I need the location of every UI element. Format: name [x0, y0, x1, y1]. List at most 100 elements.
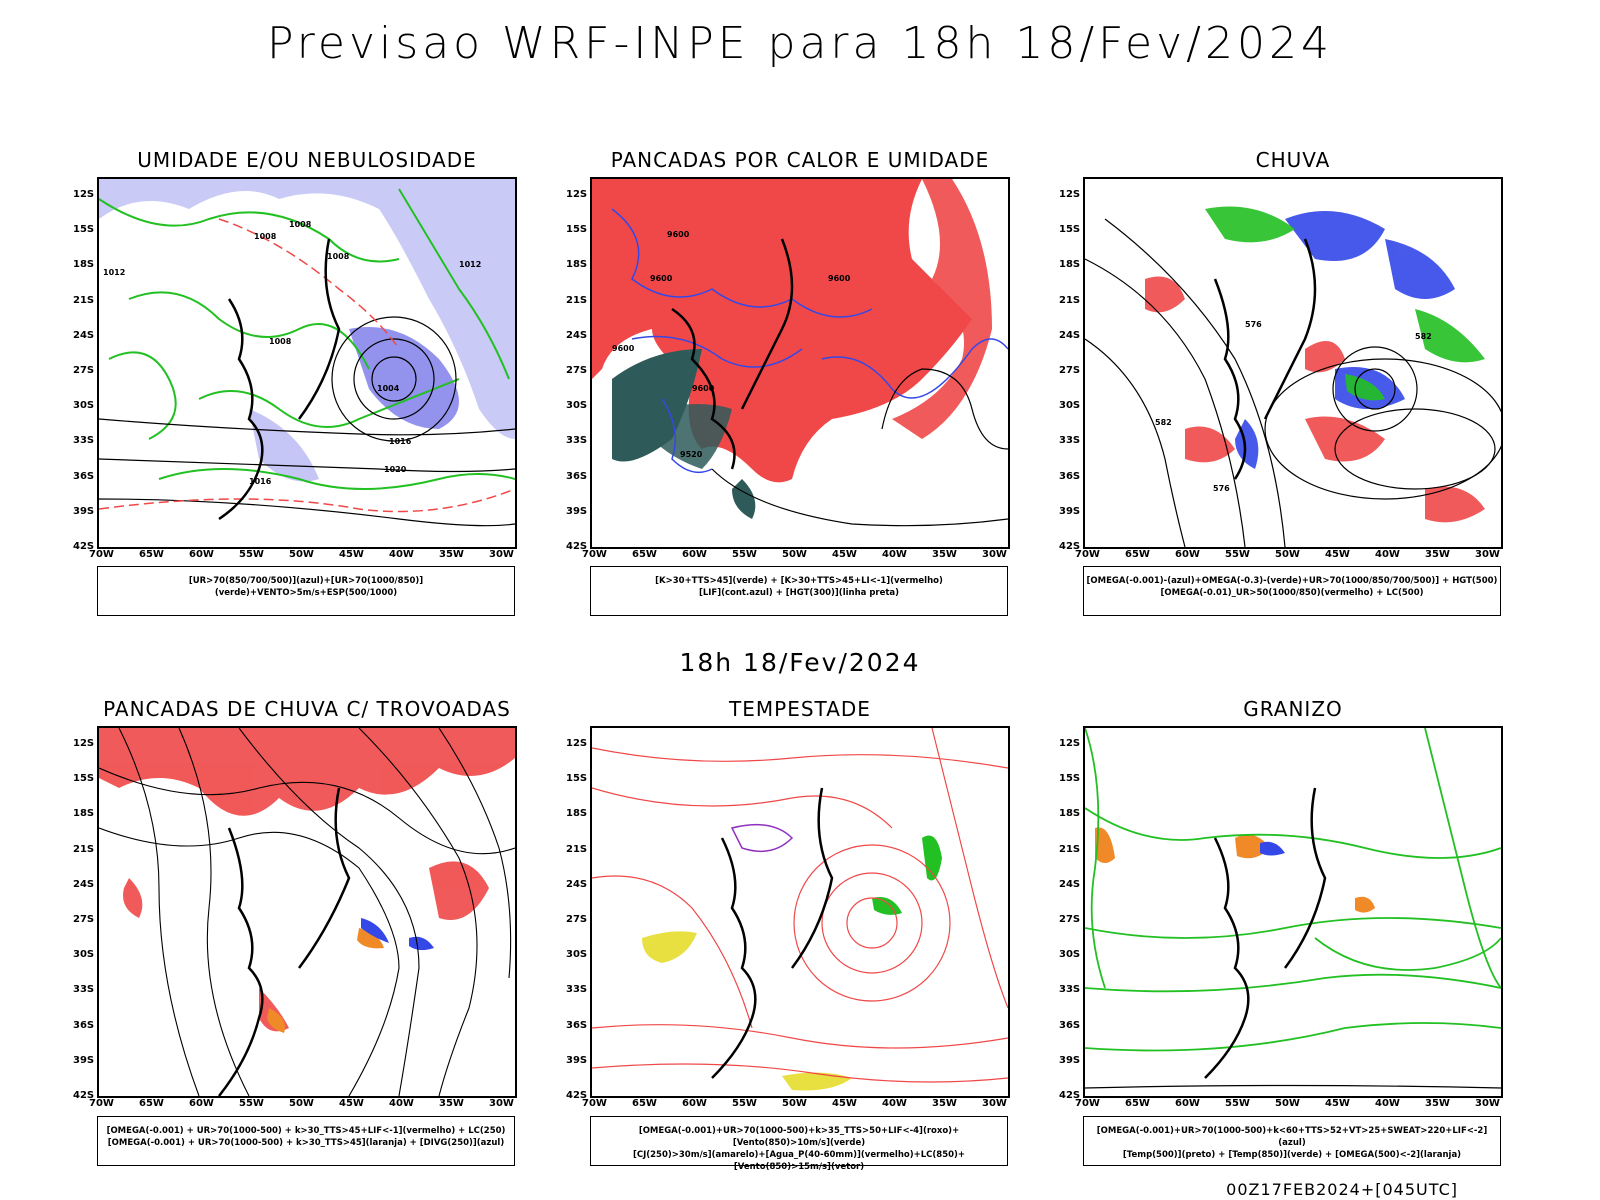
lon-tick-label: 55W — [732, 1098, 757, 1109]
lon-tick-label: 65W — [1125, 1098, 1150, 1109]
lat-tick-label: 18S — [1059, 808, 1081, 820]
lat-tick-label: 24S — [73, 878, 95, 890]
panel-title-umidade: UMIDADE E/OU NEBULOSIDADE — [137, 148, 477, 172]
lon-tick-label: 30W — [1475, 549, 1500, 560]
lat-tick-label: 36S — [1059, 470, 1081, 482]
svg-text:1008: 1008 — [254, 232, 277, 241]
lat-tick-label: 15S — [73, 773, 95, 785]
lon-tick-label: 65W — [1125, 549, 1150, 560]
lat-tick-label: 12S — [566, 189, 588, 200]
lat-tick-label: 21S — [566, 294, 588, 306]
panel-title-tempestade: TEMPESTADE — [729, 697, 871, 721]
lat-tick-label: 12S — [73, 189, 95, 200]
svg-text:1004: 1004 — [377, 384, 400, 393]
lat-tick-label: 36S — [73, 1019, 95, 1031]
svg-text:9600: 9600 — [612, 344, 635, 353]
lat-tick-label: 24S — [566, 878, 588, 890]
lat-tick-label: 42S — [566, 1090, 588, 1101]
lat-tick-label: 27S — [73, 914, 95, 925]
lat-tick-label: 42S — [566, 541, 588, 552]
map-granizo — [1083, 726, 1503, 1098]
lat-tick-label: 30S — [1059, 949, 1081, 961]
lon-tick-label: 60W — [189, 549, 214, 560]
lon-tick-label: 50W — [289, 549, 314, 560]
lon-tick-label: 40W — [1375, 549, 1400, 560]
lon-tick-label: 45W — [339, 549, 364, 560]
lat-tick-label: 18S — [73, 259, 95, 271]
lon-tick-label: 40W — [389, 1098, 414, 1109]
svg-text:1016: 1016 — [389, 437, 412, 446]
lat-tick-label: 24S — [566, 329, 588, 341]
lat-tick-label: 30S — [73, 949, 95, 961]
lat-tick-label: 27S — [1059, 365, 1081, 376]
lat-tick-label: 18S — [1059, 259, 1081, 271]
lat-tick-label: 18S — [566, 259, 588, 271]
svg-text:9600: 9600 — [667, 230, 690, 239]
svg-text:9520: 9520 — [680, 450, 703, 459]
lat-tick-label: 18S — [73, 808, 95, 820]
lon-tick-label: 50W — [1275, 1098, 1300, 1109]
lon-tick-label: 60W — [682, 1098, 707, 1109]
panel-title-pancadas-calor: PANCADAS POR CALOR E UMIDADE — [610, 148, 990, 172]
lon-tick-label: 40W — [882, 549, 907, 560]
panel-title-trovoadas: PANCADAS DE CHUVA C/ TROVOADAS — [103, 697, 511, 721]
panel-title-granizo: GRANIZO — [1243, 697, 1343, 721]
lon-tick-label: 70W — [582, 549, 607, 560]
lat-tick-label: 33S — [1059, 984, 1081, 996]
map-umidade: 1008 1008 1008 1012 1012 1008 1004 1016 … — [97, 177, 517, 549]
svg-text:582: 582 — [1415, 332, 1432, 341]
lon-tick-label: 65W — [632, 549, 657, 560]
main-title: Previsao WRF-INPE para 18h 18/Fev/2024 — [267, 18, 1333, 69]
lon-tick-label: 40W — [389, 549, 414, 560]
lon-tick-label: 65W — [139, 549, 164, 560]
lon-tick-label: 60W — [682, 549, 707, 560]
lat-tick-label: 33S — [566, 984, 588, 996]
legend-trovoadas: [OMEGA(-0.001) + UR>70(1000-500) + k>30_… — [97, 1116, 515, 1166]
lon-tick-label: 45W — [1325, 549, 1350, 560]
svg-text:1016: 1016 — [249, 477, 272, 486]
lat-tick-label: 21S — [1059, 843, 1081, 855]
lon-tick-label: 70W — [89, 549, 114, 560]
lon-tick-label: 35W — [1425, 549, 1450, 560]
lon-tick-label: 60W — [189, 1098, 214, 1109]
lat-tick-label: 39S — [566, 505, 588, 517]
lat-tick-label: 24S — [1059, 878, 1081, 890]
lon-tick-label: 40W — [882, 1098, 907, 1109]
legend-tempestade: [OMEGA(-0.001)+UR>70(1000-500)+k>35_TTS>… — [590, 1116, 1008, 1172]
svg-text:1012: 1012 — [103, 268, 125, 277]
lon-tick-label: 70W — [1075, 1098, 1100, 1109]
map-pancadas-calor: 9600 9600 9600 9600 9600 9520 — [590, 177, 1010, 549]
lat-tick-label: 36S — [73, 470, 95, 482]
lat-tick-label: 30S — [566, 400, 588, 412]
legend-chuva: [OMEGA(-0.001)-(azul)+OMEGA(-0.3)-(verde… — [1083, 566, 1501, 616]
lon-tick-label: 60W — [1175, 549, 1200, 560]
lon-tick-label: 50W — [782, 1098, 807, 1109]
panel-title-chuva: CHUVA — [1255, 148, 1331, 172]
lat-tick-label: 21S — [73, 294, 95, 306]
lat-tick-label: 15S — [73, 224, 95, 236]
legend-granizo: [OMEGA(-0.001)+UR>70(1000-500)+k<60+TTS>… — [1083, 1116, 1501, 1166]
lon-tick-label: 65W — [139, 1098, 164, 1109]
lat-tick-label: 39S — [73, 1054, 95, 1066]
svg-text:1008: 1008 — [327, 252, 350, 261]
lat-tick-label: 18S — [566, 808, 588, 820]
lat-tick-label: 33S — [566, 435, 588, 447]
svg-text:1020: 1020 — [384, 465, 407, 474]
svg-text:576: 576 — [1213, 484, 1230, 493]
lat-tick-label: 21S — [566, 843, 588, 855]
lon-tick-label: 35W — [932, 549, 957, 560]
svg-text:1008: 1008 — [269, 337, 292, 346]
lon-tick-label: 70W — [89, 1098, 114, 1109]
lat-tick-label: 39S — [1059, 1054, 1081, 1066]
lon-tick-label: 65W — [632, 1098, 657, 1109]
lat-tick-label: 15S — [1059, 773, 1081, 785]
lat-tick-label: 39S — [1059, 505, 1081, 517]
lon-tick-label: 70W — [582, 1098, 607, 1109]
lon-tick-label: 45W — [339, 1098, 364, 1109]
lat-tick-label: 39S — [566, 1054, 588, 1066]
legend-pancadas-calor: [K>30+TTS>45](verde) + [K>30+TTS>45+LI<-… — [590, 566, 1008, 616]
lat-tick-label: 36S — [1059, 1019, 1081, 1031]
lat-tick-label: 27S — [73, 365, 95, 376]
lat-tick-label: 12S — [73, 738, 95, 749]
svg-text:576: 576 — [1245, 320, 1262, 329]
